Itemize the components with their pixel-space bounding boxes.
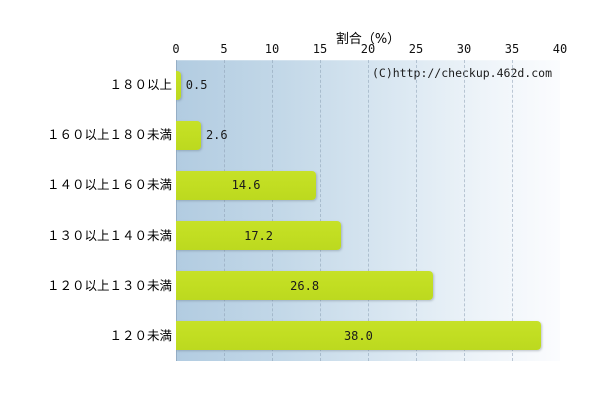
bar-value-label: 14.6: [231, 178, 261, 193]
x-tick-label: 25: [408, 42, 424, 56]
y-category-label: １４０以上１６０未満: [46, 177, 172, 193]
x-tick-label: 40: [552, 42, 568, 56]
grid-line: [368, 60, 369, 361]
plot-area: (C)http://checkup.462d.com 0.5 2.6 14.6 17.…: [176, 60, 560, 361]
grid-line: [464, 60, 465, 361]
bar-value-label: 17.2: [244, 228, 273, 243]
x-tick-label: 30: [456, 42, 472, 56]
y-category-label: １２０以上１３０未満: [46, 277, 172, 293]
grid-line: [512, 60, 513, 361]
y-axis-category-labels: １８０以上 １６０以上１８０未満 １４０以上１６０未満 １３０以上１４０未満 １２０以上…: [0, 60, 172, 361]
grid-line: [272, 60, 273, 361]
bar: [176, 70, 181, 100]
y-category-label: １６０以上１８０未満: [46, 127, 172, 143]
x-tick-label: 10: [264, 42, 280, 56]
grid-line: [320, 60, 321, 361]
bar-value-label: 26.8: [290, 278, 320, 293]
grid-line: [416, 60, 417, 361]
x-tick-label: 35: [504, 42, 520, 56]
x-tick-label: 20: [360, 42, 376, 56]
bar: [176, 221, 342, 251]
bar-value-label: 38.0: [343, 328, 373, 343]
bar: [176, 321, 541, 351]
x-tick-label: 15: [312, 42, 328, 56]
x-axis-tick-labels: 0 5 10 15 20 25 30 35 40: [172, 42, 567, 58]
bar-value-label: 0.5: [185, 78, 208, 93]
bar: [176, 170, 317, 200]
y-category-label: １３０以上１４０未満: [46, 227, 172, 243]
grid-line: [176, 60, 177, 361]
credit-annotation: (C)http://checkup.462d.com: [371, 66, 552, 80]
axis-title: 割合（%）: [335, 32, 401, 47]
bar-value-label: 2.6: [205, 128, 228, 143]
x-tick-label: 5: [220, 42, 228, 56]
y-category-label: １８０以上: [109, 77, 172, 93]
y-category-label: １２０未満: [109, 327, 172, 343]
bar: [176, 271, 434, 301]
bar: [176, 120, 201, 150]
x-tick-label: 0: [172, 42, 180, 56]
grid-line: [224, 60, 225, 361]
